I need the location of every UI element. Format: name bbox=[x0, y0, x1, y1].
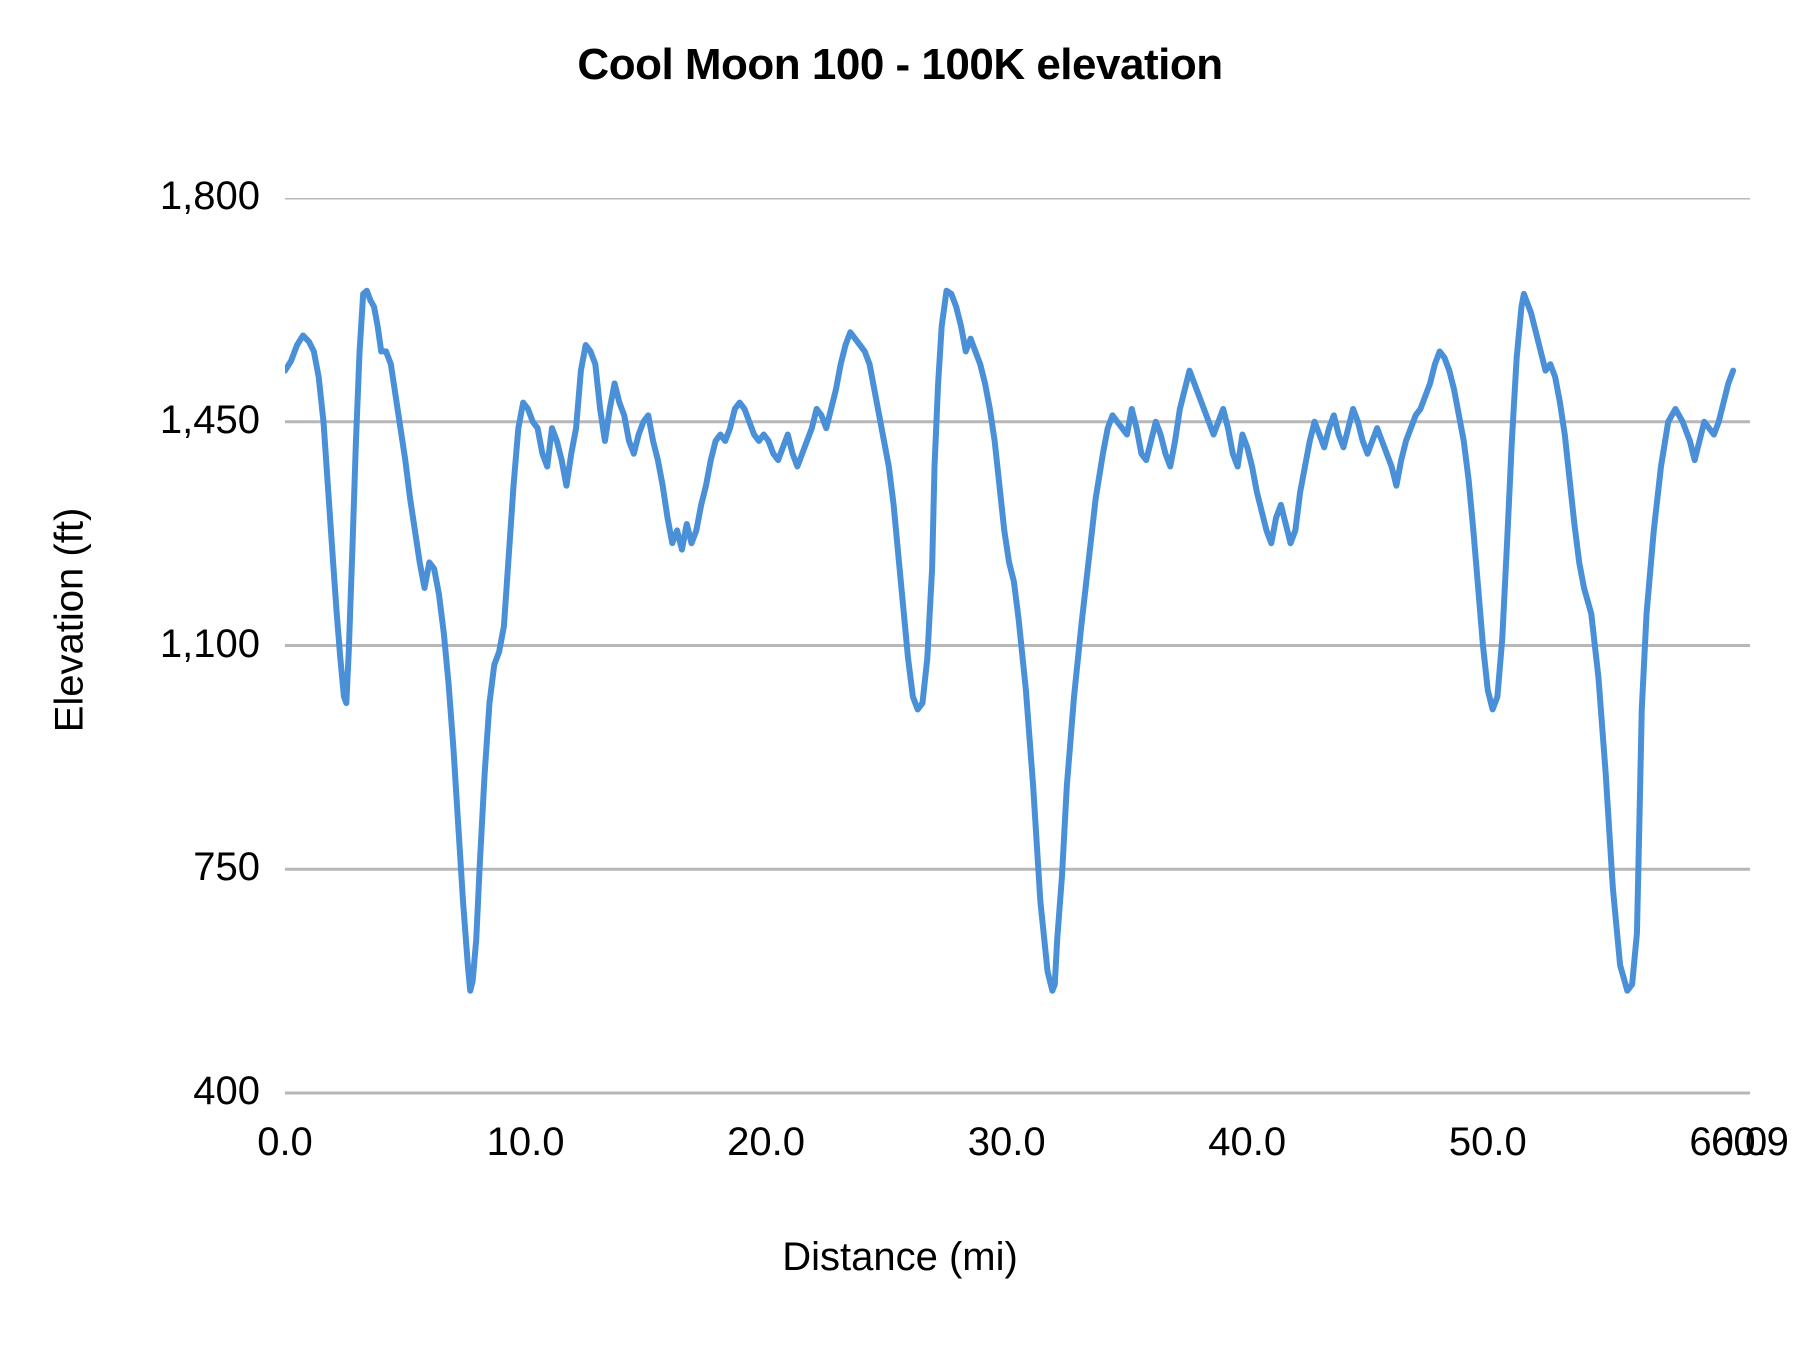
x-axis-tick-label: 40.0 bbox=[1208, 1120, 1287, 1164]
x-axis-tick-label: 20.0 bbox=[727, 1120, 806, 1164]
x-axis-tick-label: 60.0 bbox=[1689, 1120, 1768, 1164]
chart-title: Cool Moon 100 - 100K elevation bbox=[577, 40, 1223, 89]
y-axis-tick-label: 750 bbox=[193, 845, 260, 890]
x-axis-tick-label: 50.0 bbox=[1448, 1120, 1527, 1164]
y-axis-tick-label: 1,800 bbox=[159, 174, 260, 218]
plot-area bbox=[285, 198, 1750, 1095]
y-axis-tick-label: 1,450 bbox=[159, 397, 260, 442]
x-axis-title: Distance (mi) bbox=[782, 1235, 1018, 1279]
elevation-line bbox=[285, 287, 1737, 994]
y-axis-tick-label: 400 bbox=[193, 1069, 260, 1113]
x-axis-tick-label: 60.9 bbox=[1711, 1120, 1789, 1164]
plot-svg bbox=[285, 198, 1750, 1095]
y-axis-tick-label: 1,100 bbox=[159, 621, 260, 666]
x-axis-tick-label: 10.0 bbox=[486, 1120, 565, 1164]
x-axis-tick-label: 30.0 bbox=[967, 1120, 1046, 1164]
y-axis-tick-labels: 400 750 1,100 1,450 1,800 bbox=[70, 0, 260, 1350]
x-axis-tick-label: 0.0 bbox=[257, 1120, 313, 1164]
